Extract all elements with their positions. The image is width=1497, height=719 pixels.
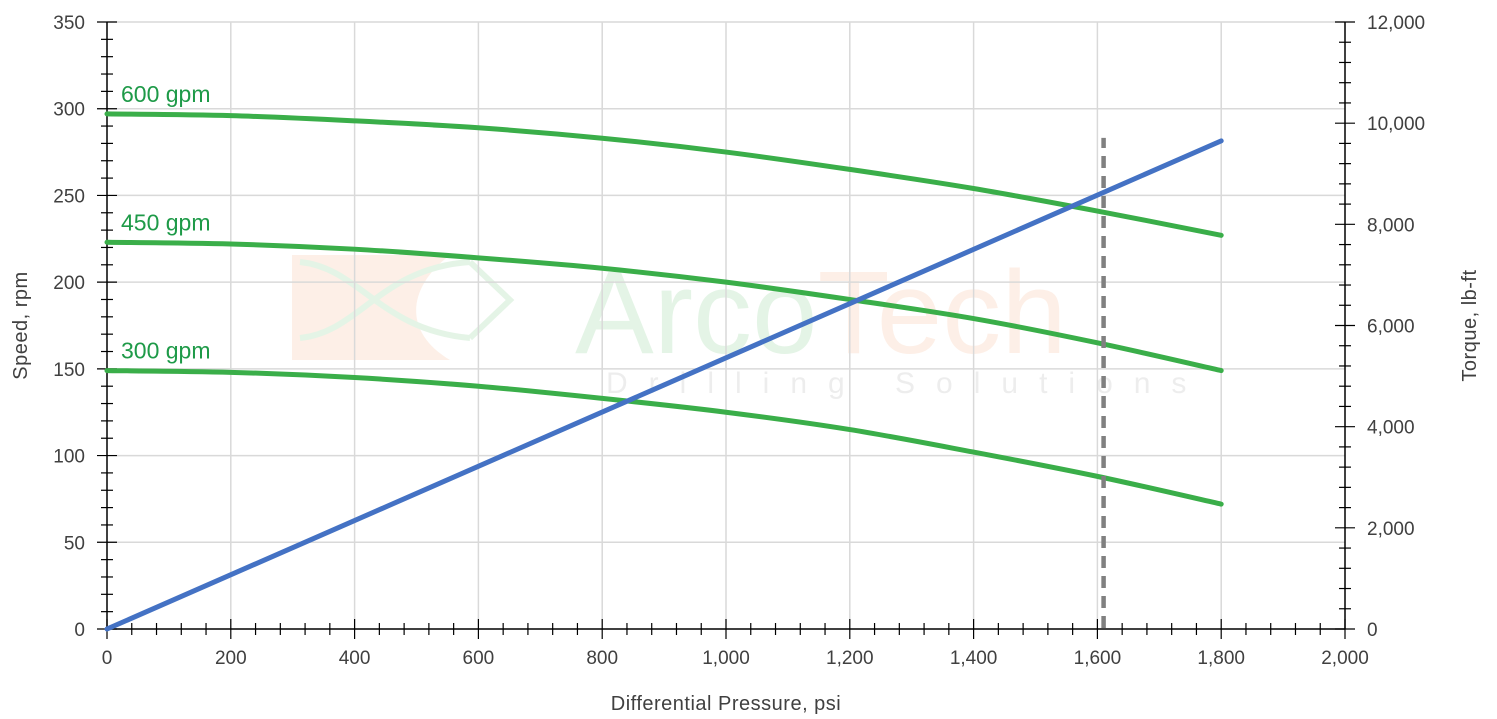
y-tick-label: 300 <box>53 100 85 121</box>
y-axis-title: Speed, rpm <box>10 271 32 379</box>
y2-tick-label: 2,000 <box>1367 519 1415 540</box>
y2-tick-label: 0 <box>1367 620 1378 641</box>
y2-tick-label: 10,000 <box>1367 114 1425 135</box>
watermark-logo-arrow <box>467 259 515 341</box>
series-label: 600 gpm <box>121 81 211 107</box>
x-tick-label: 0 <box>102 648 113 669</box>
x-axis-title: Differential Pressure, psi <box>611 693 842 715</box>
y2-tick-label: 8,000 <box>1367 215 1415 236</box>
series-line-torque <box>104 138 1224 632</box>
y-tick-label: 350 <box>53 13 85 34</box>
x-tick-label: 800 <box>586 648 618 669</box>
watermark-logo-icon <box>292 255 515 360</box>
y-tick-label: 200 <box>53 273 85 294</box>
x-tick-label: 600 <box>463 648 495 669</box>
x-tick-label: 400 <box>339 648 371 669</box>
series-line-300-gpm <box>104 368 1224 507</box>
series-label: 300 gpm <box>121 338 211 364</box>
y-tick-label: 0 <box>74 620 85 641</box>
y-tick-label: 100 <box>53 447 85 468</box>
watermark-logo-bar <box>292 255 450 360</box>
labels: 0 200 400 600 800 1,000 1,200 1,400 1,600 1,800 2,… <box>10 13 1481 715</box>
series-line-450-gpm <box>104 239 1224 374</box>
grid-lines <box>107 21 1345 629</box>
x-tick-label: 1,000 <box>702 648 750 669</box>
y2-axis-title: Torque, lb-ft <box>1459 269 1481 381</box>
watermark-tagline: Drilling Solutions <box>606 367 1207 400</box>
watermark-brand: ArcoTech <box>575 247 1067 379</box>
y2-tick-label: 12,000 <box>1367 13 1425 34</box>
x-tick-label: 1,400 <box>950 648 998 669</box>
y-tick-label: 50 <box>64 533 85 554</box>
series-lines <box>104 111 1224 632</box>
x-tick-label: 200 <box>215 648 247 669</box>
y2-tick-label: 6,000 <box>1367 317 1415 338</box>
series-line-600-gpm <box>104 111 1224 238</box>
watermark-logo-swoosh <box>299 259 471 341</box>
axes <box>97 21 1355 639</box>
series-label: 450 gpm <box>121 209 211 235</box>
y-tick-label: 150 <box>53 360 85 381</box>
x-tick-label: 1,800 <box>1197 648 1245 669</box>
x-tick-label: 1,200 <box>826 648 874 669</box>
y2-tick-label: 4,000 <box>1367 418 1415 439</box>
x-tick-label: 1,600 <box>1074 648 1122 669</box>
y-tick-label: 250 <box>53 186 85 207</box>
watermark-logo-swoosh <box>299 259 471 341</box>
x-tick-label: 2,000 <box>1321 648 1369 669</box>
